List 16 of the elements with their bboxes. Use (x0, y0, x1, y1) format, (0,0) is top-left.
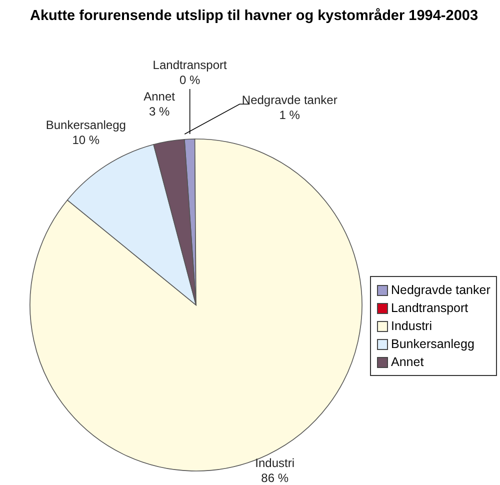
chart-title: Akutte forurensende utslipp til havner og kystområder 1994-2003 (28, 8, 480, 24)
legend-label: Annet (391, 355, 424, 369)
slice-label: Annet (144, 90, 176, 104)
data-label: 86 % (261, 470, 289, 485)
data-label: 10 % (72, 132, 100, 147)
legend-label: Landtransport (391, 301, 468, 315)
data-label: 1 % (279, 108, 300, 122)
legend-label: Nedgravde tanker (391, 283, 490, 297)
data-label: 3 % (148, 104, 170, 119)
category-label: Landtransport (152, 58, 227, 72)
slice-label: Bunkersanlegg (46, 118, 126, 132)
legend-label: Industri (391, 319, 432, 333)
legend-label: Bunkersanlegg (391, 337, 474, 351)
slice-label: Industri (255, 456, 295, 470)
text: 0 % (179, 73, 200, 88)
slice-label: Nedgravde tanker (242, 93, 338, 108)
